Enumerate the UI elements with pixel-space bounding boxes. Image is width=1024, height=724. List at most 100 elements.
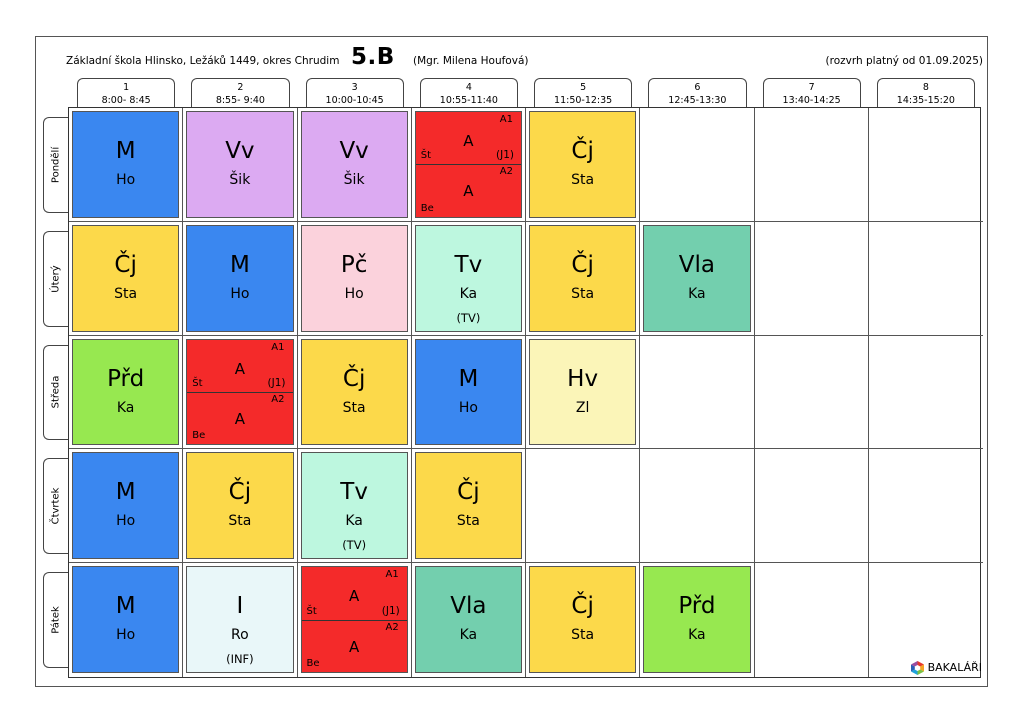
teacher: Sta bbox=[228, 513, 252, 530]
period-time: 10:55-11:40 bbox=[439, 95, 498, 106]
grid-cell: Čj Sta bbox=[526, 563, 641, 677]
subject: A bbox=[348, 637, 360, 656]
lesson-card: Vla Ka bbox=[643, 224, 751, 332]
subject: Vv bbox=[339, 138, 369, 164]
subject: Hv bbox=[567, 365, 599, 392]
teacher: Sta bbox=[342, 399, 366, 416]
grid-cell: Tv Ka (TV) bbox=[411, 221, 526, 336]
grid-cell: Tv Ka (TV) bbox=[297, 449, 412, 564]
subject: Čj bbox=[114, 251, 137, 278]
lesson-group-2: A2 A Be bbox=[187, 392, 292, 444]
lesson-group-2: A2 A Be bbox=[302, 620, 407, 672]
teacher: Ka bbox=[688, 627, 706, 644]
teacher: Be bbox=[306, 657, 320, 669]
teacher: Sta bbox=[571, 172, 595, 188]
lesson-split-card: A1 A Št (J1) A2 A Be bbox=[300, 566, 408, 673]
grid-cell bbox=[755, 563, 869, 677]
group-label: A1 bbox=[385, 569, 399, 581]
lesson-split-card: A1 A Št (J1) A2 A Be bbox=[186, 338, 294, 446]
period-number: 7 bbox=[808, 82, 815, 93]
period-time: 8:00- 8:45 bbox=[101, 95, 151, 106]
subject: Čj bbox=[571, 138, 594, 164]
subject: A bbox=[463, 132, 474, 150]
grid-cell bbox=[868, 449, 983, 564]
subject: Čj bbox=[571, 593, 594, 620]
lesson-group-2: A2 A Be bbox=[416, 164, 521, 216]
timetable-grid: M Ho Vv Šik Vv Šik A1 A Št (J1) A2 A Be Čj Sta Čj Sta M Ho… bbox=[68, 107, 983, 678]
timetable-sheet bbox=[35, 36, 988, 687]
grid-cell bbox=[754, 108, 869, 222]
teacher: Zl bbox=[575, 399, 590, 416]
lesson-card: Čj Sta bbox=[529, 111, 637, 218]
teacher: Be bbox=[192, 430, 206, 442]
grid-cell: Čj Sta bbox=[183, 449, 298, 564]
group-label: A1 bbox=[499, 114, 513, 125]
lesson-card: Čj Sta bbox=[414, 452, 522, 560]
grid-cell bbox=[754, 449, 869, 564]
subject: Přd bbox=[678, 593, 716, 620]
teacher: Ka bbox=[459, 285, 478, 302]
period-header: 1 8:00- 8:45 bbox=[77, 78, 176, 107]
teacher: Ka bbox=[459, 627, 478, 644]
subject: Čj bbox=[228, 479, 252, 506]
day-label-tab: Čtvrtek bbox=[43, 458, 68, 555]
grid-cell: Přd Ka bbox=[69, 335, 184, 450]
class-teacher: (Mgr. Milena Houfová) bbox=[413, 55, 529, 67]
teacher: Sta bbox=[571, 627, 595, 644]
lesson-group-1: A1 A Št (J1) bbox=[301, 567, 407, 621]
teacher: Sta bbox=[571, 285, 595, 302]
subject: M bbox=[115, 479, 136, 506]
subject: Vla bbox=[678, 251, 715, 278]
teacher: Ho bbox=[116, 513, 136, 530]
period-number: 6 bbox=[694, 82, 701, 93]
grid-cell bbox=[640, 335, 755, 450]
teacher: Ho bbox=[458, 399, 478, 416]
period-time: 8:55- 9:40 bbox=[215, 95, 265, 106]
subject: Tv bbox=[340, 479, 368, 506]
lesson-group-1: A1 A Št (J1) bbox=[187, 340, 293, 393]
grid-cell: Čj Sta bbox=[526, 108, 641, 222]
grid-cell: Vv Šik bbox=[183, 108, 298, 222]
lesson-card: I Ro (INF) bbox=[186, 566, 294, 673]
grid-cell bbox=[640, 449, 755, 564]
day-label: Středa bbox=[50, 376, 62, 409]
period-header: 5 11:50-12:35 bbox=[534, 78, 633, 107]
grid-cell bbox=[526, 449, 641, 564]
lesson-card: Vla Ka bbox=[414, 566, 522, 673]
room: (INF) bbox=[226, 652, 254, 667]
grid-cell bbox=[754, 335, 869, 450]
grid-cell: Čj Sta bbox=[411, 449, 526, 564]
period-number: 1 bbox=[123, 82, 130, 93]
subject: I bbox=[236, 593, 244, 620]
lesson-card: Přd Ka bbox=[643, 566, 751, 673]
room: (J1) bbox=[496, 149, 514, 162]
subject: A bbox=[463, 182, 474, 201]
teacher: Št bbox=[306, 605, 317, 617]
day-label-tab: Středa bbox=[43, 344, 68, 441]
grid-cell: A1 A Št (J1) A2 A Be bbox=[411, 108, 526, 222]
subject: Přd bbox=[107, 365, 145, 392]
subject: Vla bbox=[450, 593, 487, 620]
period-number: 5 bbox=[580, 82, 587, 93]
lesson-card: M Ho bbox=[72, 566, 180, 673]
teacher: Št bbox=[192, 377, 203, 389]
subject: M bbox=[115, 138, 136, 164]
period-header: 4 10:55-11:40 bbox=[419, 78, 518, 107]
lesson-card: Čj Sta bbox=[186, 452, 294, 560]
lesson-card: Čj Sta bbox=[72, 224, 180, 332]
period-header: 6 12:45-13:30 bbox=[648, 78, 747, 107]
teacher: Šik bbox=[343, 172, 365, 188]
grid-cell: M Ho bbox=[183, 221, 298, 336]
bakalari-logo-text: BAKALÁŘI bbox=[927, 661, 982, 674]
day-label-tab: Pondělí bbox=[43, 117, 68, 213]
day-label-tab: Úterý bbox=[43, 230, 68, 327]
lesson-card: M Ho bbox=[186, 224, 294, 332]
grid-cell: M Ho bbox=[69, 563, 184, 677]
day-label: Pátek bbox=[50, 606, 62, 634]
teacher: Ka bbox=[116, 399, 135, 416]
grid-cell bbox=[868, 222, 983, 336]
period-number: 4 bbox=[465, 82, 472, 93]
teacher: Ho bbox=[116, 627, 136, 644]
valid-from: (rozvrh platný od 01.09.2025) bbox=[825, 55, 983, 67]
grid-cell: M Ho bbox=[69, 108, 184, 222]
